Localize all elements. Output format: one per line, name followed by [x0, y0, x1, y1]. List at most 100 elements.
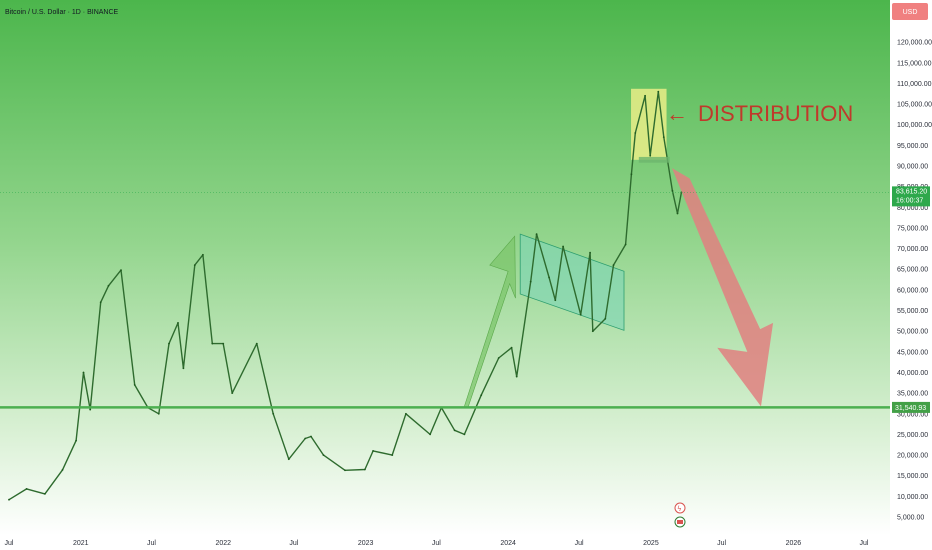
btc-price-point	[99, 301, 102, 304]
y-tick-label: 30,000.00	[897, 411, 928, 418]
y-tick-label: 45,000.00	[897, 349, 928, 356]
btc-price-point	[529, 280, 532, 283]
btc-price-point	[287, 458, 290, 461]
x-tick-label: 2022	[215, 540, 231, 547]
btc-price-point	[222, 342, 225, 345]
btc-price-point	[168, 342, 170, 345]
btc-price-point	[120, 269, 122, 271]
tradingview-event-icons[interactable]: ϟ	[674, 502, 686, 528]
btc-price-point	[453, 429, 456, 432]
btc-price-point	[8, 498, 10, 501]
btc-price-point	[364, 468, 366, 471]
dividend-event-icon[interactable]	[674, 502, 686, 514]
support-price-label: 31,540.93	[895, 405, 926, 412]
series-layer	[8, 90, 683, 501]
btc-price-point	[255, 342, 258, 345]
btc-price-point	[44, 493, 46, 495]
btc-price-point	[193, 264, 196, 266]
btc-price-point	[429, 433, 431, 436]
y-tick-label: 110,000.00	[897, 81, 932, 88]
currency-badge-label: USD	[903, 9, 918, 16]
y-tick-label: 115,000.00	[897, 60, 932, 67]
btc-price-point	[591, 330, 594, 333]
btc-price-point	[344, 469, 346, 472]
x-tick-label: 2023	[358, 540, 374, 547]
btc-price-point	[480, 394, 483, 397]
btc-price-point	[624, 243, 627, 246]
btc-price-line	[8, 90, 683, 501]
x-tick-label: Jul	[289, 540, 298, 547]
y-tick-label: 70,000.00	[897, 246, 928, 253]
x-tick-label: Jul	[860, 540, 869, 547]
btc-price-point	[579, 313, 582, 316]
btc-price-point	[463, 433, 466, 436]
btc-price-point	[515, 375, 518, 378]
btc-price-point	[405, 412, 407, 415]
btc-price-point	[676, 212, 679, 215]
btc-price-point	[182, 367, 185, 370]
btc-price-point	[554, 299, 557, 302]
y-tick-label: 15,000.00	[897, 473, 928, 480]
btc-price-point	[61, 469, 64, 471]
lightning-icon: ϟ	[677, 505, 682, 513]
btc-price-point	[211, 342, 214, 345]
y-tick-label: 105,000.00	[897, 102, 932, 109]
distribution-label: DISTRIBUTION	[698, 101, 853, 126]
btc-price-point	[630, 173, 633, 176]
y-tick-label: 5,000.00	[897, 515, 924, 522]
btc-price-point	[177, 322, 179, 324]
btc-price-point	[107, 284, 110, 287]
y-tick-label: 120,000.00	[897, 40, 932, 47]
btc-price-point	[671, 189, 674, 192]
btc-price-point	[75, 439, 77, 442]
btc-price-point	[272, 412, 275, 415]
y-tick-label: 75,000.00	[897, 225, 928, 232]
distribution-arrow-icon: ←	[666, 101, 688, 126]
btc-price-point	[497, 357, 500, 359]
btc-price-point	[649, 154, 652, 157]
countdown-label: 16:00:37	[896, 197, 923, 204]
y-tick-label: 80,000.00	[897, 205, 928, 212]
y-tick-label: 55,000.00	[897, 308, 928, 315]
btc-price-point	[391, 454, 394, 456]
btc-price-point	[548, 276, 550, 279]
price-axis-background	[890, 0, 932, 550]
btc-price-point	[644, 94, 646, 97]
chart-title: Bitcoin / U.S. Dollar · 1D · BINANCE	[5, 9, 119, 16]
y-tick-label: 50,000.00	[897, 329, 928, 336]
x-tick-label: Jul	[432, 540, 441, 547]
currency-badge[interactable]: USD	[892, 3, 928, 20]
y-tick-label: 65,000.00	[897, 267, 928, 274]
y-tick-label: 25,000.00	[897, 432, 928, 439]
btc-price-point	[231, 392, 234, 394]
x-tick-label: 2024	[500, 540, 516, 547]
btc-price-point	[662, 136, 665, 139]
current-price-label: 83,615.20	[896, 188, 927, 195]
distribution-support-band	[638, 156, 670, 163]
current-price-tag: 83,615.20 16:00:37	[892, 186, 930, 207]
x-tick-label: 2026	[786, 540, 802, 547]
btc-price-point	[562, 245, 564, 248]
btc-price-point	[510, 346, 513, 349]
y-tick-label: 10,000.00	[897, 494, 928, 501]
y-tick-label: 35,000.00	[897, 391, 928, 398]
btc-price-point	[89, 408, 92, 411]
distribution-zone-box	[631, 88, 667, 160]
time-axis[interactable]: Jul 2021 Jul 2022 Jul 2023 Jul 2024 Jul 2025 Jul 20…	[5, 540, 869, 547]
time-axis-background	[0, 535, 890, 550]
y-tick-label: 40,000.00	[897, 370, 928, 377]
btc-price-point	[612, 264, 615, 266]
x-tick-label: 2021	[73, 540, 89, 547]
y-tick-label: 20,000.00	[897, 453, 928, 460]
support-price-tag: 31,540.93	[892, 401, 930, 413]
x-tick-label: Jul	[717, 540, 726, 547]
overlay-layer	[0, 156, 890, 409]
distribution-annotation: ← DISTRIBUTION	[666, 101, 853, 126]
y-tick-label: 100,000.00	[897, 122, 932, 129]
y-tick-label: 60,000.00	[897, 287, 928, 294]
x-tick-label: Jul	[147, 540, 156, 547]
btc-price-point	[322, 454, 325, 456]
btc-price-point	[82, 371, 85, 374]
